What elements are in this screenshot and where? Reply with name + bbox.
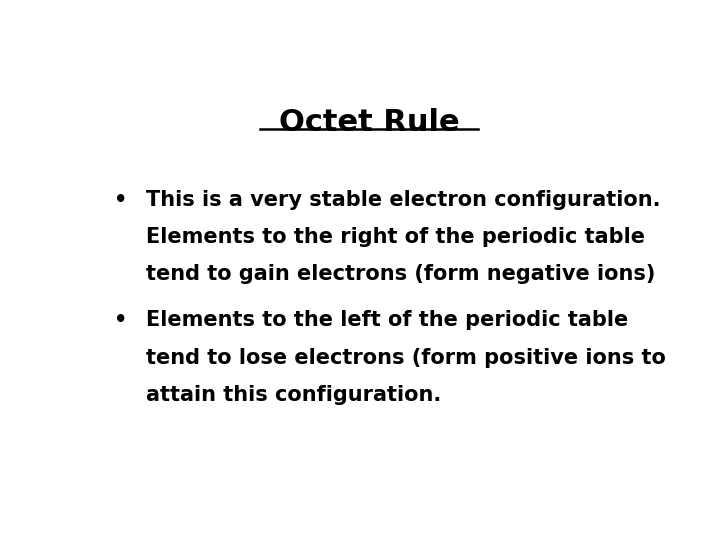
Text: tend to lose electrons (form positive ions to: tend to lose electrons (form positive io… [145, 348, 666, 368]
Text: tend to gain electrons (form negative ions): tend to gain electrons (form negative io… [145, 265, 655, 285]
Text: attain this configuration.: attain this configuration. [145, 385, 441, 405]
Text: Elements to the left of the periodic table: Elements to the left of the periodic tab… [145, 310, 628, 330]
Text: •: • [114, 310, 127, 330]
Text: This is a very stable electron configuration.: This is a very stable electron configura… [145, 190, 660, 210]
Text: Octet Rule: Octet Rule [279, 109, 459, 138]
Text: Elements to the right of the periodic table: Elements to the right of the periodic ta… [145, 227, 645, 247]
Text: •: • [114, 190, 127, 210]
